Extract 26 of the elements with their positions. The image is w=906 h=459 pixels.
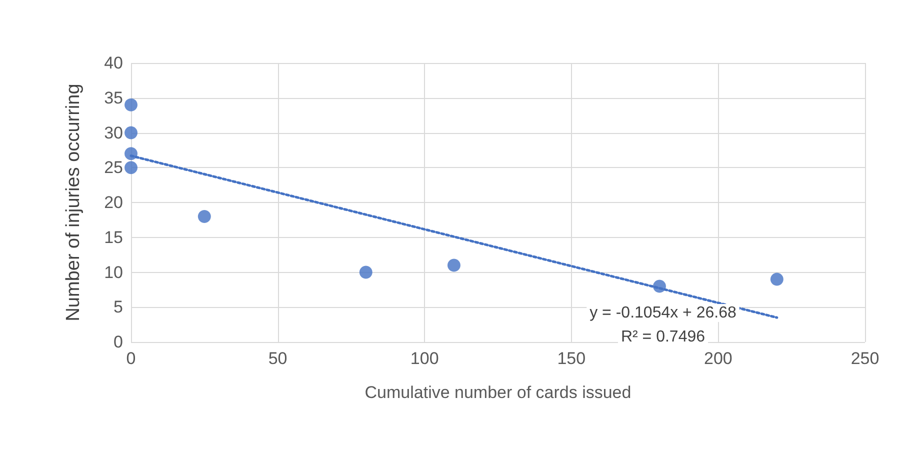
x-axis-title: Cumulative number of cards issued <box>364 383 632 402</box>
y-axis-title: Number of injuries occurring <box>63 84 84 322</box>
annotation: y = -0.1054x + 26.68 <box>590 304 736 322</box>
point <box>359 266 372 279</box>
y-tick-label: 20 <box>104 193 123 212</box>
y-tick-label: 5 <box>114 298 123 317</box>
x-tick-label: 0 <box>126 349 136 368</box>
point <box>124 126 138 140</box>
point <box>124 98 138 112</box>
point <box>447 258 460 272</box>
y-tick-label: 10 <box>104 262 123 282</box>
x-tick-label: 250 <box>850 349 880 368</box>
y-tick-label: 15 <box>104 228 123 247</box>
point <box>770 272 784 286</box>
x-tick-label: 200 <box>704 349 732 368</box>
y-tick-label: 40 <box>104 54 123 72</box>
y-tick-label: 35 <box>104 88 123 108</box>
x-tick-label: 150 <box>557 349 586 368</box>
point <box>124 161 138 174</box>
y-tick-label: 0 <box>114 332 123 352</box>
point <box>198 210 211 223</box>
y-tick-label: 25 <box>104 158 123 178</box>
y-tick-label: 30 <box>104 123 123 142</box>
annotation: R² = 0.7496 <box>620 328 706 346</box>
x-tick-label: 100 <box>410 349 439 368</box>
x-tick-label: 50 <box>268 349 288 368</box>
